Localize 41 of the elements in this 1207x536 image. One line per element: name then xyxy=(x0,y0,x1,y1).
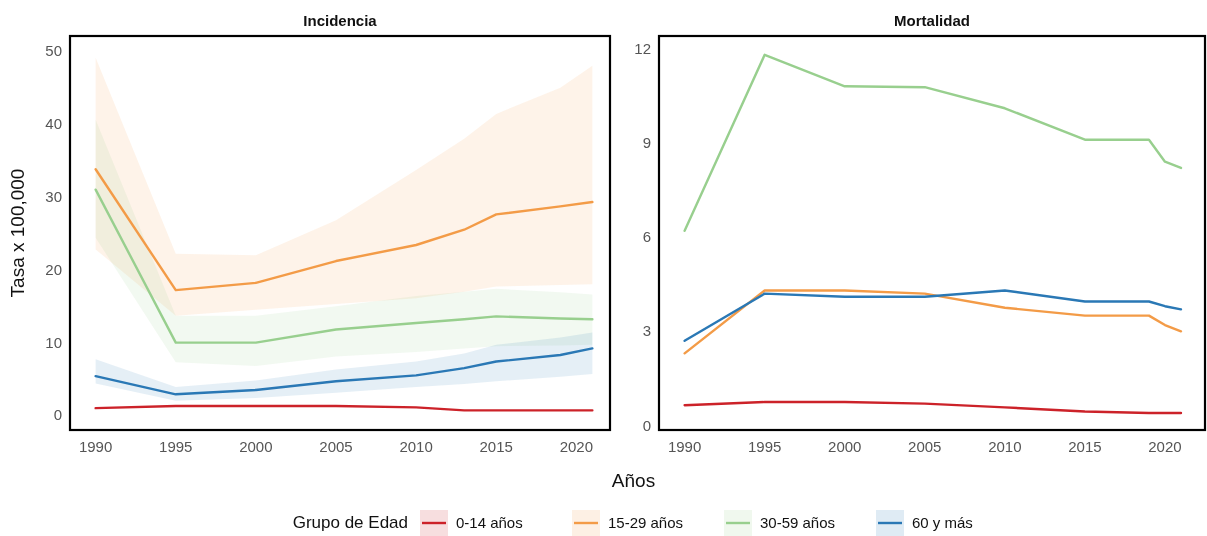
y-tick-label: 12 xyxy=(634,39,651,57)
x-tick-label: 2005 xyxy=(908,438,942,455)
y-tick-label: 3 xyxy=(642,322,651,340)
legend-label: 0-14 años xyxy=(456,514,523,531)
line-series xyxy=(683,53,1183,232)
y-tick-label: 50 xyxy=(45,42,62,60)
x-tick-label: 1995 xyxy=(747,438,782,455)
y-tick-label: 20 xyxy=(45,260,62,278)
legend-label: 15-29 años xyxy=(608,514,684,531)
y-tick-label: 40 xyxy=(45,115,62,133)
line-series xyxy=(683,400,1183,415)
legend-label: 60 y más xyxy=(912,514,973,531)
line-series xyxy=(683,289,1183,355)
x-tick-label: 1990 xyxy=(78,438,113,455)
x-tick-label: 2010 xyxy=(399,438,433,455)
x-tick-label: 2020 xyxy=(559,438,594,455)
y-tick-label: 30 xyxy=(45,187,62,205)
line-series xyxy=(94,188,594,344)
y-tick-label: 10 xyxy=(45,333,62,351)
line-series xyxy=(683,289,1183,342)
y-tick-label: 9 xyxy=(642,133,651,151)
x-tick-label: 2000 xyxy=(239,438,273,455)
line-series xyxy=(94,347,594,396)
x-tick-label: 2020 xyxy=(1148,438,1182,455)
x-tick-label: 2000 xyxy=(828,438,862,455)
y-tick-label: 6 xyxy=(642,228,651,246)
x-tick-label: 2005 xyxy=(319,438,353,455)
x-axis-title: Años xyxy=(611,470,656,491)
x-tick-label: 1990 xyxy=(667,438,702,455)
chart-title: Mortalidad xyxy=(894,12,970,29)
y-tick-label: 0 xyxy=(53,406,62,424)
chart-title: Incidencia xyxy=(303,12,378,29)
x-tick-label: 2010 xyxy=(988,438,1022,455)
y-axis-title: Tasa x 100,000 xyxy=(7,168,28,298)
legend-label: 30-59 años xyxy=(760,514,836,531)
legend-title: Grupo de Edad xyxy=(292,513,408,532)
line-series xyxy=(94,168,594,292)
x-tick-label: 2015 xyxy=(479,438,513,455)
y-tick-label: 0 xyxy=(642,416,651,434)
x-tick-label: 2015 xyxy=(1068,438,1102,455)
x-tick-label: 1995 xyxy=(159,438,193,455)
